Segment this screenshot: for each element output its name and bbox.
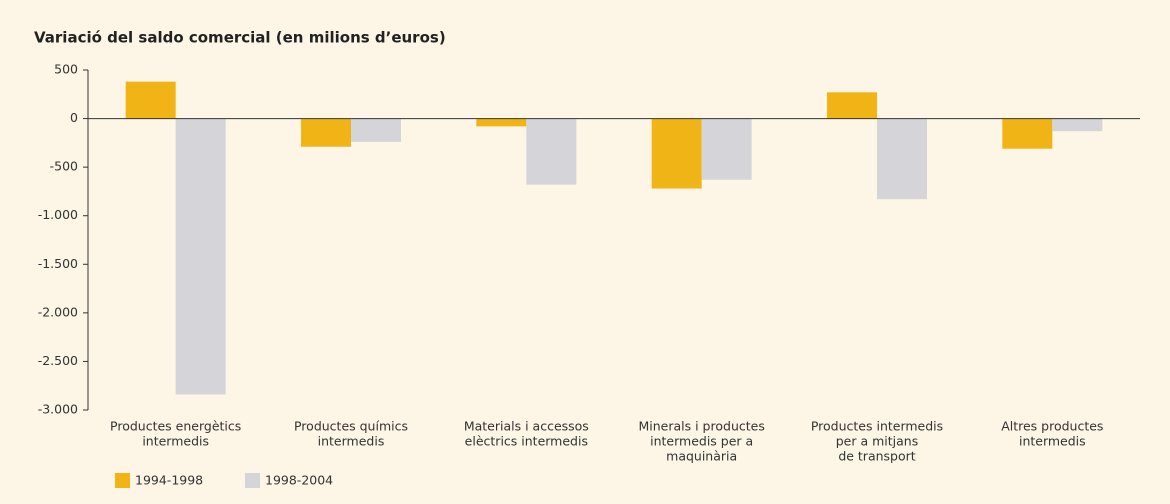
bar [1052,118,1103,132]
x-tick-label: Materials i accessos [464,419,589,434]
y-tick-label: -2.500 [38,353,78,368]
y-tick-label: 0 [70,110,78,125]
bar [476,118,527,127]
x-tick-label: Productes químics [294,419,408,434]
y-tick-label: -500 [50,159,78,174]
bar [651,118,702,189]
legend-label: 1998-2004 [265,473,333,488]
bar [1002,118,1053,149]
bar [526,118,577,185]
x-tick-label: intermedis [1019,434,1086,449]
bar [301,118,351,147]
x-tick-label: intermedis per a [650,434,753,449]
x-tick-label: de transport [838,449,915,464]
bar [877,118,927,200]
legend-label: 1994-1998 [135,473,203,488]
x-tick-label: Minerals i productes [638,419,764,434]
x-tick-label: Altres productes [1001,419,1103,434]
x-tick-label: intermedis [142,434,209,449]
y-tick-label: -1.500 [38,256,78,271]
y-tick-label: -1.000 [38,207,78,222]
legend-swatch [245,473,260,488]
bar [175,118,226,395]
x-tick-label: per a mitjans [836,434,919,449]
y-tick-label: 500 [54,62,78,77]
x-tick-label: Productes energètics [110,419,241,434]
bar [701,118,752,180]
x-tick-label: Productes intermedis [811,419,943,434]
x-tick-label: elèctrics intermedis [465,434,588,449]
x-tick-label: maquinària [666,449,737,464]
y-tick-label: -2.000 [38,304,78,319]
bar [125,81,176,119]
bar [827,92,877,119]
chart-title: Variació del saldo comercial (en milions… [34,29,446,47]
legend-swatch [115,473,130,488]
y-tick-label: -3.000 [38,402,78,417]
bar [351,118,401,142]
x-tick-label: intermedis [318,434,385,449]
